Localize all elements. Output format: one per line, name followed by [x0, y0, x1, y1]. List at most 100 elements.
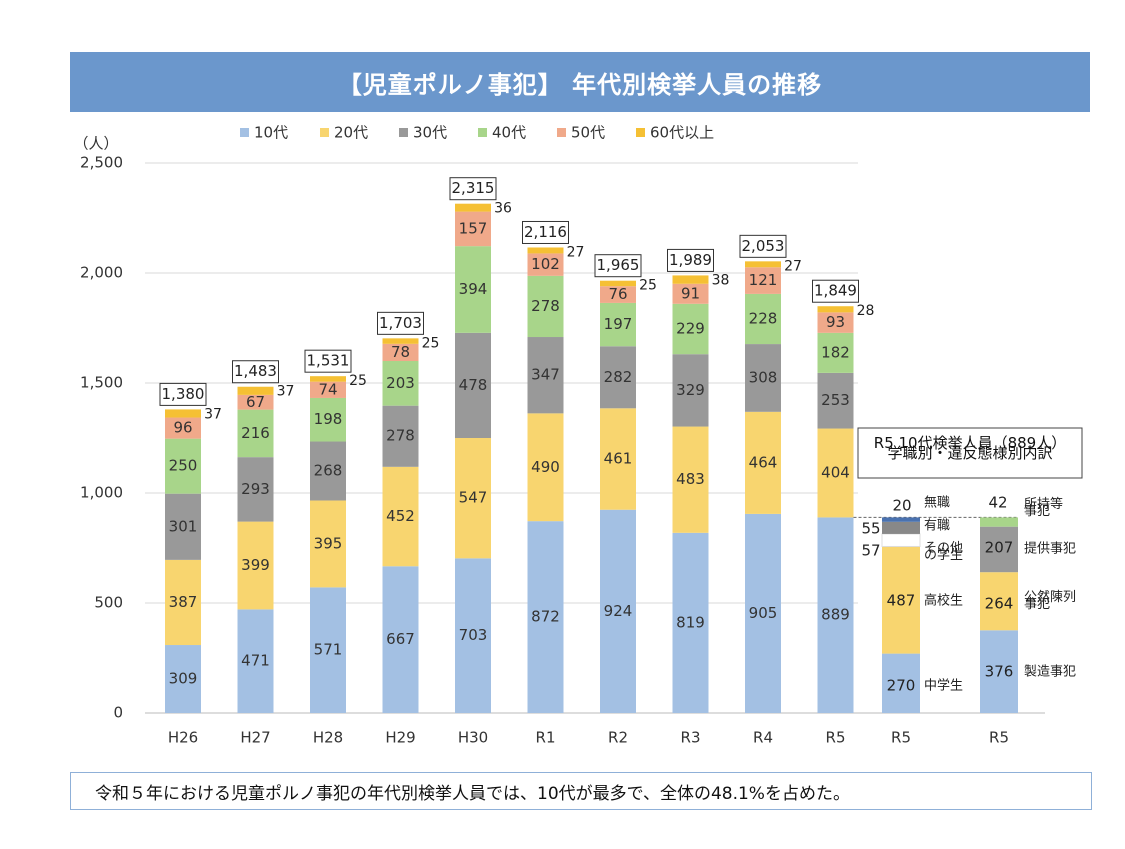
bar-segment: [527, 337, 564, 414]
bar-segment: [672, 275, 709, 284]
bar-segment: [382, 361, 419, 406]
bar-segment: [165, 417, 201, 439]
bar-value-label-small: 38: [712, 272, 730, 288]
bar-segment: [817, 312, 854, 333]
bar-value-label: 268: [314, 462, 343, 480]
bar-value-label-small: 27: [567, 244, 585, 260]
bar-value-label: 198: [314, 410, 343, 428]
x-tick-label: R5: [826, 729, 846, 747]
x-tick-label: R1: [536, 729, 556, 747]
bar-value-label: 78: [391, 343, 410, 361]
bar-value-label-small: 25: [349, 373, 367, 389]
bar-value-label: 872: [531, 608, 560, 626]
bar-value-label: 461: [604, 450, 633, 468]
bar-value-label: 889: [821, 606, 850, 624]
breakdown-value-label: 270: [887, 677, 916, 695]
breakdown-segment: [980, 630, 1018, 713]
legend-label: 20代: [334, 124, 368, 142]
chart-title-bar: 【児童ポルノ事犯】 年代別検挙人員の推移: [70, 52, 1090, 112]
y-axis-unit-label: （人）: [73, 135, 118, 153]
bar-segment: [165, 438, 201, 494]
breakdown-value-label: 264: [985, 595, 1014, 613]
bar-value-label-small: 28: [857, 303, 875, 319]
bar-value-label: 121: [749, 271, 778, 289]
bar-segment: [165, 645, 201, 713]
breakdown-segment: [980, 572, 1018, 631]
bar-value-label: 905: [749, 604, 778, 622]
bar-segment: [745, 344, 781, 412]
bar-segment: [600, 346, 636, 409]
bar-value-label-small: 37: [277, 384, 295, 400]
breakdown-segment: [980, 526, 1018, 573]
bar-segment: [310, 397, 346, 442]
bar-segment: [237, 521, 274, 610]
breakdown-segment: [882, 517, 920, 522]
bar-segment: [382, 566, 419, 713]
bar-value-label-small: 36: [494, 201, 512, 217]
bar-value-label: 478: [459, 376, 488, 394]
bar-segment: [745, 267, 781, 294]
bar-total-label: 2,315: [452, 179, 495, 197]
bar-value-label: 93: [826, 313, 845, 331]
bar-segment: [310, 587, 346, 713]
x-tick-label: R5: [891, 729, 911, 747]
legend-swatch: [478, 128, 487, 137]
legend-label: 40代: [492, 124, 526, 142]
bar-total-label: 1,531: [307, 352, 350, 370]
bar-value-label: 203: [386, 374, 415, 392]
total-box: [304, 349, 352, 373]
bar-segment: [237, 386, 274, 395]
bar-segment: [817, 372, 854, 429]
bar-value-label: 229: [676, 319, 705, 337]
bar-segment: [382, 343, 419, 361]
total-box: [667, 248, 714, 272]
bar-segment: [237, 457, 274, 522]
bar-segment: [817, 428, 854, 518]
bar-segment: [672, 354, 709, 427]
bar-total-label: 1,849: [814, 282, 857, 300]
total-box: [522, 220, 569, 244]
breakdown-segment: [882, 546, 920, 654]
breakdown-value-label: 20: [892, 497, 911, 515]
bar-segment: [672, 426, 709, 533]
x-tick-label: R3: [681, 729, 701, 747]
bar-segment: [672, 283, 709, 304]
bar-value-label: 483: [676, 470, 705, 488]
bar-segment: [600, 280, 636, 287]
bar-total-label: 1,380: [162, 385, 205, 403]
bar-segment: [745, 513, 781, 713]
bar-value-label: 387: [169, 593, 198, 611]
bar-segment: [310, 381, 346, 398]
bar-segment: [382, 466, 419, 567]
breakdown-segment: [980, 517, 1018, 527]
bar-value-label: 703: [459, 626, 488, 644]
total-box: [232, 360, 279, 384]
bar-segment: [455, 558, 491, 713]
bar-value-label: 250: [169, 457, 198, 475]
bar-value-label: 76: [608, 285, 627, 303]
y-tick-label: 1,000: [80, 484, 123, 502]
x-tick-label: H28: [313, 729, 343, 747]
bar-segment: [455, 246, 491, 333]
breakdown-segment: [882, 521, 920, 534]
bar-segment: [165, 493, 201, 560]
total-box: [812, 279, 859, 303]
legend-label: 10代: [254, 124, 288, 142]
bar-value-label: 253: [821, 391, 850, 409]
bar-value-label: 182: [821, 343, 850, 361]
bar-segment: [817, 332, 854, 373]
x-tick-label: R2: [608, 729, 628, 747]
bar-segment: [600, 408, 636, 510]
legend-label: 60代以上: [650, 124, 714, 142]
bar-segment: [527, 253, 564, 276]
bar-total-label: 1,703: [379, 314, 422, 332]
bar-segment: [455, 438, 491, 559]
bar-value-label: 490: [531, 458, 560, 476]
bar-segment: [237, 409, 274, 458]
bar-value-label: 464: [749, 453, 778, 471]
bar-value-label: 91: [681, 284, 700, 302]
bar-total-label: 2,053: [742, 237, 785, 255]
bar-segment: [382, 405, 419, 467]
bar-value-label: 278: [386, 427, 415, 445]
